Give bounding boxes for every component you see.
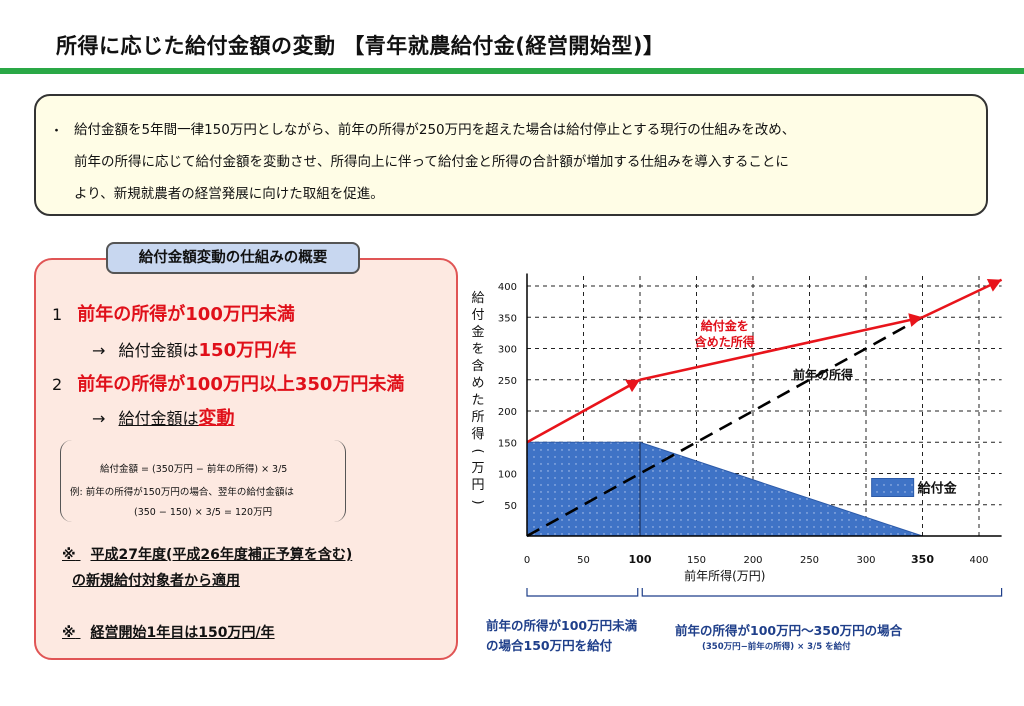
item-2-condition: 2 前年の所得が100万円以上350万円未満 xyxy=(52,370,404,396)
y-tick-label: 250 xyxy=(498,376,517,387)
range-bracket-right xyxy=(641,588,1003,597)
arrow-icon: → xyxy=(92,341,106,360)
arrow-icon: → xyxy=(92,409,106,428)
formula-line: 例: 前年の所得が150万円の場合、翌年の給付金額は xyxy=(70,487,294,498)
y-axis-label-char: 金 xyxy=(471,324,484,340)
x-tick-label: 0 xyxy=(524,555,530,566)
x-tick-label: 350 xyxy=(911,553,934,566)
item-2-amount: 変動 xyxy=(198,408,235,429)
formula-bracket xyxy=(60,440,346,522)
annotation-prev-income: 前年の所得 xyxy=(793,367,853,382)
item-2-result: → 給付金額は変動 xyxy=(92,404,235,430)
note-2-text: 経営開始1年目は150万円/年 xyxy=(90,625,275,641)
chart-line-layer xyxy=(526,278,1003,538)
item-1-condition: 1 前年の所得が100万円未満 xyxy=(52,300,295,326)
summary-line: 前年の所得に応じて給付金額を変動させ、所得向上に伴って給付金と所得の合計額が増加… xyxy=(74,154,789,170)
note-1-line2: の新規給付対象者から適用 xyxy=(72,573,240,589)
note-1: ※ 平成27年度(平成26年度補正予算を含む) xyxy=(62,544,352,564)
y-axis-label-char: 所 xyxy=(471,410,484,425)
arrowhead-icon xyxy=(625,379,640,393)
x-tick-label: 50 xyxy=(577,555,590,566)
title-divider xyxy=(0,68,1024,74)
legend-label: 給付金 xyxy=(918,481,958,497)
x-tick-label: 100 xyxy=(629,553,652,566)
y-axis-label-char: 万 xyxy=(471,461,484,476)
chart-tick-labels: 0 50 100 150 200 250 300 350 400 50 100 150 200 250 30… xyxy=(498,282,989,566)
y-tick-label: 100 xyxy=(498,470,517,481)
note-mark: ※ xyxy=(62,547,76,563)
caption-left-1: 前年の所得が100万円未満 xyxy=(486,618,638,633)
item-1-label: 給付金額は xyxy=(118,341,199,360)
chart-grid xyxy=(527,273,1002,536)
y-axis-label-char: た xyxy=(471,393,484,408)
summary-line: 給付金額を5年間一律150万円としながら、前年の所得が250万円を超えた場合は給… xyxy=(74,122,796,138)
item-2-cond: 前年の所得が100万円以上350万円未満 xyxy=(77,374,405,395)
benefit-area xyxy=(526,441,923,537)
y-axis-label-char: 給 xyxy=(471,291,484,306)
mechanism-panel xyxy=(34,258,458,660)
y-tick-label: 50 xyxy=(504,501,517,512)
chart-axes xyxy=(526,273,1002,537)
y-axis-label-char: を xyxy=(471,342,484,357)
annotation-income-with-benefit: 給付金を xyxy=(701,318,749,333)
item-1-cond: 前年の所得が100万円未満 xyxy=(77,304,295,325)
y-axis-label-char: ( xyxy=(470,448,485,453)
page-title: 所得に応じた給付金額の変動 【青年就農給付金(経営開始型)】 xyxy=(56,34,665,58)
x-tick-label: 150 xyxy=(687,555,706,566)
summary-line: より、新規就農者の経営発展に向けた取組を促進。 xyxy=(74,186,384,202)
caption-right-2: (350万円−前年の所得) × 3/5 を給付 xyxy=(702,642,851,652)
mechanism-title: 給付金額変動の仕組みの概要 xyxy=(106,242,360,274)
y-tick-label: 400 xyxy=(498,282,517,293)
item-1-number: 1 xyxy=(52,305,63,324)
caption-right-1: 前年の所得が100万円〜350万円の場合 xyxy=(675,623,903,638)
x-tick-label: 250 xyxy=(800,555,819,566)
x-tick-label: 200 xyxy=(743,555,762,566)
note-2: ※ 経営開始1年目は150万円/年 xyxy=(62,622,275,642)
note-mark: ※ xyxy=(62,625,76,641)
annotation-income-with-benefit: 含めた所得 xyxy=(695,334,755,349)
arrowhead-icon xyxy=(908,313,923,327)
item-2-number: 2 xyxy=(52,375,63,394)
prev-income-line xyxy=(526,316,924,538)
income-with-benefit-line xyxy=(526,378,641,444)
income-with-benefit-line xyxy=(639,315,923,382)
chart-area-layer xyxy=(526,441,923,537)
item-1-result: → 給付金額は150万円/年 xyxy=(92,336,297,362)
x-axis-label: 前年所得(万円) xyxy=(684,568,765,583)
y-tick-label: 200 xyxy=(498,407,517,418)
legend-swatch xyxy=(871,478,915,497)
y-axis-label-char: 含 xyxy=(471,358,484,374)
arrowhead-icon xyxy=(986,278,1002,292)
x-tick-label: 300 xyxy=(856,555,875,566)
y-axis-label-char: 円 xyxy=(471,478,484,493)
income-with-benefit-line xyxy=(921,278,1003,319)
y-axis-label-char: 付 xyxy=(471,308,484,323)
y-axis-label-char: め xyxy=(471,376,484,391)
y-tick-label: 300 xyxy=(498,345,517,356)
y-tick-label: 150 xyxy=(498,438,517,449)
range-bracket-left xyxy=(526,588,639,597)
income-chart: 0 50 100 150 200 250 300 350 400 50 100 150 200 250 30… xyxy=(470,273,1003,597)
y-axis-label-char: ) xyxy=(470,499,485,504)
caption-left-2: の場合150万円を給付 xyxy=(486,638,613,653)
y-axis-label-char: 得 xyxy=(471,426,484,442)
summary-bullet: ・ xyxy=(50,124,64,139)
item-2-label: 給付金額は xyxy=(118,409,199,428)
formula-line: 給付金額 = (350万円 − 前年の所得) × 3/5 xyxy=(100,464,288,475)
note-1-line1: 平成27年度(平成26年度補正予算を含む) xyxy=(90,547,353,563)
x-tick-label: 400 xyxy=(969,555,988,566)
y-tick-label: 350 xyxy=(498,313,517,324)
item-1-amount: 150万円/年 xyxy=(198,340,297,361)
formula-line: (350 − 150) × 3/5 = 120万円 xyxy=(134,507,273,518)
summary-box: ・ 給付金額を5年間一律150万円としながら、前年の所得が250万円を超えた場合… xyxy=(34,94,988,216)
